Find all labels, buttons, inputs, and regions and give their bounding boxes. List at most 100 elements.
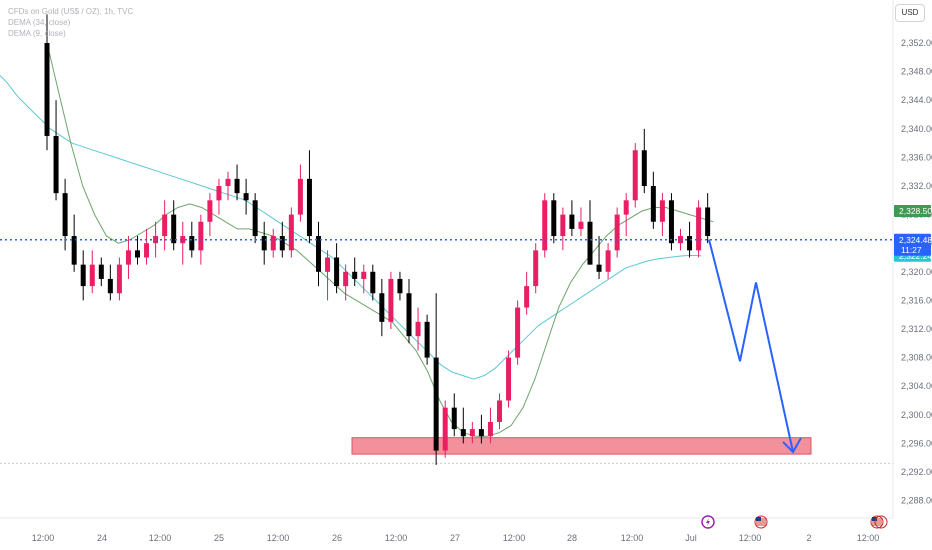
projection-arrow [708,239,802,454]
price-tick-label: 2,308.00 [901,353,932,363]
candle-body [225,178,231,186]
price-axis[interactable]: 2,288.00 2,292.00 2,296.00 2,300.00 2,304.00… [892,0,932,518]
candle [80,250,86,301]
candle [171,200,177,251]
candle-body [487,421,493,437]
price-tick-label: 2,312.00 [901,324,932,334]
candle [587,200,593,265]
candle [71,214,77,272]
current-price-label-countdown: 11:27 [901,245,922,255]
candle-body [270,236,276,251]
candle [62,178,68,251]
candle [578,207,584,237]
candle [261,221,267,265]
candle-body [89,264,95,287]
candle-body [297,178,303,215]
candle [207,193,213,237]
candle-body [125,250,131,265]
candles [44,14,711,465]
candle-body [424,321,430,358]
candle [424,314,430,365]
candle [125,236,131,279]
candle-body [542,200,548,251]
candle-body [370,271,376,294]
candle-body [135,250,140,258]
candle-body [53,135,59,194]
candle-body [180,236,186,244]
candle [135,236,140,265]
price-tick-label: 2,296.00 [901,438,932,448]
candle [551,193,557,244]
candle [524,271,530,315]
time-tick-label: 12:00 [385,533,408,543]
candle-body [343,271,349,287]
currency-selector[interactable]: USD [895,4,925,22]
candle-body [116,264,122,294]
candle [270,228,276,258]
candle-body [515,307,521,358]
candle [144,228,150,265]
candle-body [587,221,593,265]
time-tick-label: Jul [685,533,697,543]
candle-body [659,200,665,222]
candle-body [379,293,385,322]
time-tick-label: 12:00 [621,533,644,543]
us-flag-icon-second [874,515,888,529]
candle [569,200,575,237]
candle-body [433,357,439,451]
candle-body [144,243,150,258]
candle [243,178,249,215]
candle [361,264,367,294]
current-price-label: 2,324.48 [899,235,932,245]
candle [641,128,647,194]
candle [44,14,50,151]
candle [515,300,521,365]
price-tick-label: 2,344.00 [901,95,932,105]
candle [560,207,566,251]
candle-body [569,214,575,229]
us-flag-icon[interactable] [870,515,888,529]
candle [460,407,466,444]
time-tick-label: 28 [567,533,577,543]
time-tick-label: 25 [214,533,224,543]
candle-body [388,278,394,322]
us-flag-icon-canton [756,517,761,521]
event-markers[interactable] [701,515,888,529]
candle-body [62,193,68,237]
candle-body [397,278,403,294]
lightning-icon[interactable] [701,515,715,529]
candle [162,200,168,251]
price-tick-label: 2,340.00 [901,124,932,134]
candle-body [614,214,620,251]
price-tick-label: 2,288.00 [901,496,932,506]
support-zone [351,437,812,455]
candle [632,143,638,208]
candle [497,393,502,430]
us-flag-icon[interactable] [754,515,768,529]
candle-body [524,286,530,308]
candle-body [306,178,312,237]
candle [388,271,394,329]
candle [234,164,240,201]
candle-body [406,293,412,337]
candle-body [650,186,656,222]
candle [487,407,493,444]
candle [659,193,665,237]
price-tick-label: 2,316.00 [901,295,932,305]
time-tick-label: 12:00 [739,533,762,543]
time-axis[interactable]: 12:00 24 12:00 25 12:00 26 12:00 27 12:00 28 12:00… [32,533,880,543]
time-tick-label: 2 [806,533,811,543]
candle [650,171,656,229]
candle [614,207,620,258]
dema-price-label: 2,322.24 [899,251,932,261]
candle-body [687,236,693,251]
time-tick-label: 12:00 [32,533,55,543]
legend: CFDs on Gold (US$ / OZ), 1h, TVC DEMA (3… [8,7,133,38]
high-price-label: 2,328.50 [899,206,932,216]
candle-body [261,236,267,251]
candle [687,221,693,258]
time-tick-label: 27 [450,533,460,543]
candle-body [216,186,222,201]
price-tick-label: 2,332.00 [901,181,932,191]
